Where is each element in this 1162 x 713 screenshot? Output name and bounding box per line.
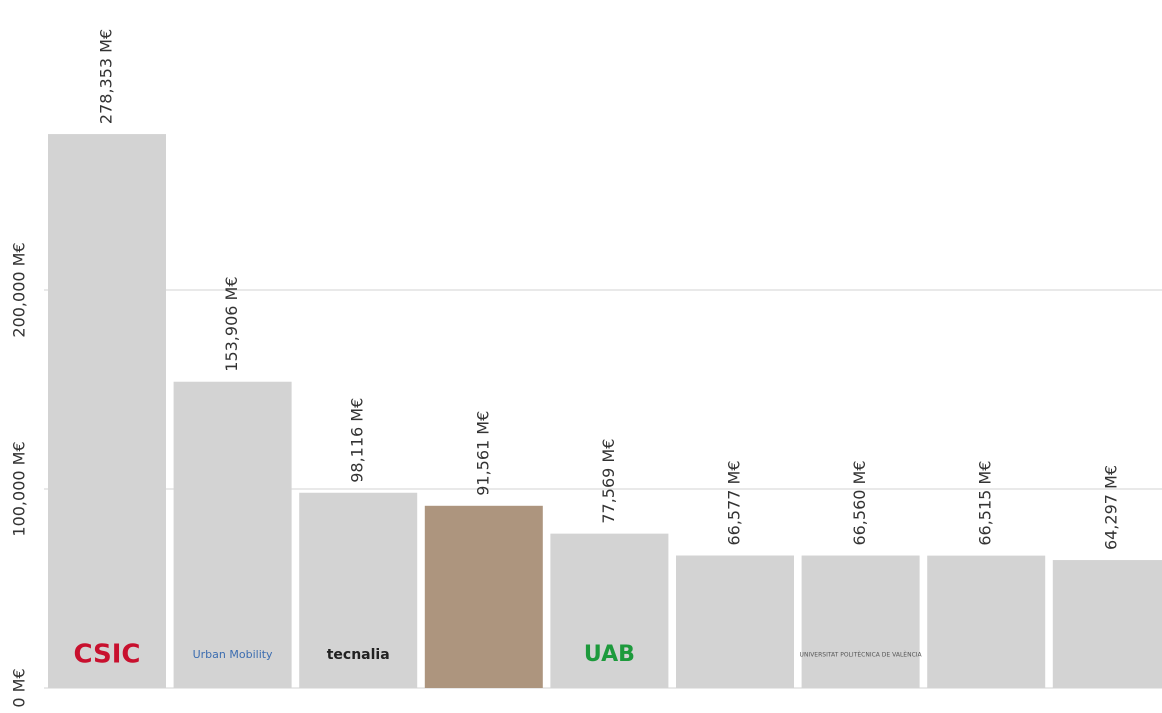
y-tick-label: 200,000 M€: [10, 242, 29, 337]
bar: [801, 555, 920, 688]
bar: [48, 134, 166, 689]
y-tick-label: 0 M€: [10, 668, 29, 707]
value-label: 91,561 M€: [473, 411, 492, 496]
bar: [173, 381, 292, 688]
bar: [927, 555, 1046, 688]
category-logo: Urban Mobility: [193, 648, 273, 661]
y-tick-label: 100,000 M€: [10, 441, 29, 536]
value-label: 77,569 M€: [599, 439, 618, 524]
value-label: 66,560 M€: [850, 460, 869, 545]
bar: [550, 533, 669, 688]
bar: [299, 492, 418, 688]
value-label: 66,515 M€: [976, 461, 995, 546]
value-label: 98,116 M€: [348, 398, 367, 483]
value-label: 64,297 M€: [1101, 465, 1120, 550]
category-logo: CSIC: [73, 640, 140, 670]
bar: [1052, 560, 1162, 688]
bar: [424, 505, 543, 688]
value-label: 153,906 M€: [222, 276, 241, 371]
bar: [676, 555, 794, 688]
category-logo: UNIVERSITAT POLITÈCNICA DE VALÈNCIA: [800, 651, 923, 659]
category-logo: UAB: [584, 642, 635, 667]
value-label: 278,353 M€: [97, 29, 116, 124]
category-logo: tecnalia: [327, 647, 390, 663]
value-label: 66,577 M€: [725, 460, 744, 545]
